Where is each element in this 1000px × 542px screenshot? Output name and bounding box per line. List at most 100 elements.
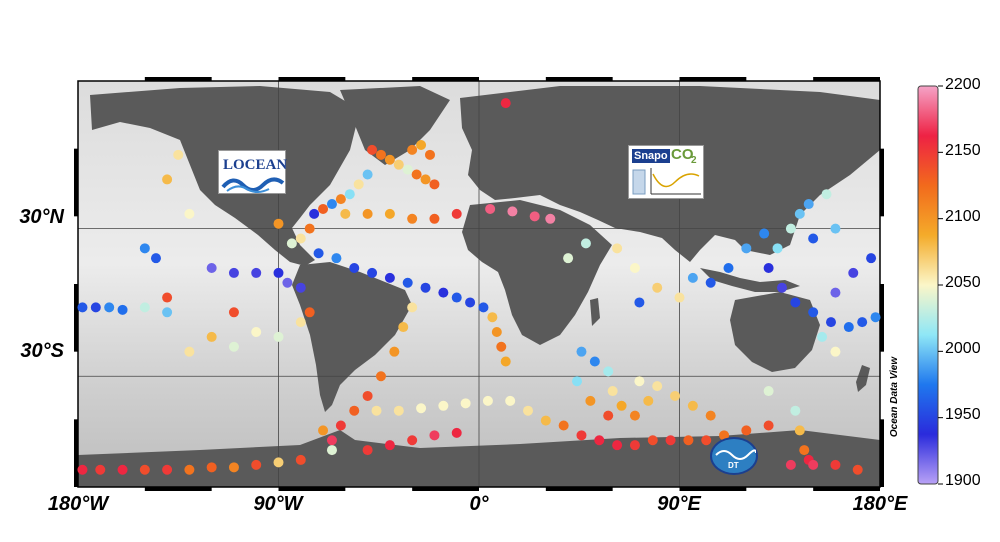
frame-tick <box>144 77 212 81</box>
observation-point <box>367 144 378 155</box>
colorbar-ticks <box>938 85 943 485</box>
observation-point <box>790 297 801 308</box>
frame-tick <box>813 487 880 491</box>
observation-point <box>429 179 440 190</box>
observation-point <box>304 223 315 234</box>
observation-point <box>206 263 217 274</box>
observation-point <box>384 440 395 451</box>
observation-point <box>251 459 262 470</box>
observation-point <box>674 292 685 303</box>
observation-point <box>629 410 640 421</box>
observation-point <box>496 341 507 352</box>
observation-point <box>785 223 796 234</box>
observation-point <box>286 238 297 249</box>
observation-point <box>326 435 337 446</box>
snapo-logo-text: Snapo <box>632 149 670 163</box>
observation-point <box>612 440 623 451</box>
observation-point <box>344 189 355 200</box>
observation-point <box>228 462 239 473</box>
observation-point <box>104 302 115 313</box>
observation-point <box>763 420 774 431</box>
observation-point <box>95 464 106 475</box>
lat-label-30n: 30°N <box>19 206 64 228</box>
frame-tick <box>74 419 78 487</box>
lon-label-0: 0° <box>469 493 489 515</box>
frame-tick <box>813 77 880 81</box>
observation-point <box>139 302 150 313</box>
greenland-land <box>340 86 450 165</box>
observation-point <box>701 435 712 446</box>
observation-point <box>629 263 640 274</box>
locean-logo: LOCEAN <box>218 150 288 194</box>
observation-point <box>184 208 195 219</box>
observation-point <box>870 312 881 323</box>
observation-point <box>206 331 217 342</box>
observation-point <box>228 307 239 318</box>
observation-point <box>251 267 262 278</box>
madagascar-land <box>590 298 600 326</box>
observation-point <box>558 420 569 431</box>
observation-point <box>576 430 587 441</box>
observation-point <box>340 208 351 219</box>
observation-point <box>603 366 614 377</box>
observation-point <box>398 322 409 333</box>
observation-point <box>150 253 161 264</box>
observation-point <box>416 403 427 414</box>
frame-tick <box>679 487 747 491</box>
observation-point <box>335 194 346 205</box>
observation-point <box>295 317 306 328</box>
observation-points <box>77 98 881 475</box>
locean-logo-text: LOCEAN <box>223 157 288 173</box>
observation-point <box>523 405 534 416</box>
observation-point <box>117 464 128 475</box>
observation-point <box>384 208 395 219</box>
observation-point <box>353 179 364 190</box>
observation-point <box>184 346 195 357</box>
observation-point <box>451 292 462 303</box>
observation-point <box>830 287 841 298</box>
observation-point <box>794 425 805 436</box>
observation-point <box>295 233 306 244</box>
observation-point <box>416 139 427 150</box>
observation-point <box>326 445 337 456</box>
colorbar-tick-label: 2150 <box>945 142 981 159</box>
observation-point <box>799 445 810 456</box>
observation-point <box>429 430 440 441</box>
observation-point <box>429 213 440 224</box>
observation-point <box>665 435 676 446</box>
observation-point <box>545 213 556 224</box>
snapo-co2-subscript: 2 <box>691 155 697 166</box>
observation-point <box>848 267 859 278</box>
observation-point <box>741 243 752 254</box>
snapo-co2-text: CO <box>671 146 694 163</box>
observation-point <box>825 317 836 328</box>
frame-tick <box>880 148 884 217</box>
observation-point <box>273 331 284 342</box>
observation-point <box>251 326 262 337</box>
observation-point <box>393 159 404 170</box>
observation-point <box>723 263 734 274</box>
observation-point <box>580 238 591 249</box>
observation-point <box>407 144 418 155</box>
observation-point <box>318 203 329 214</box>
observation-point <box>424 149 435 160</box>
observation-point <box>785 459 796 470</box>
dt-logo: DT <box>710 437 758 475</box>
dt-wave-icon <box>715 449 756 460</box>
observation-point <box>460 398 471 409</box>
observation-point <box>273 267 284 278</box>
observation-point <box>647 435 658 446</box>
frame-tick <box>74 148 78 217</box>
observation-point <box>349 405 360 416</box>
colorbar-tick-label: 2200 <box>945 76 981 93</box>
observation-point <box>529 211 540 222</box>
map-frame-ticks <box>74 77 884 491</box>
observation-point <box>794 208 805 219</box>
observation-point <box>389 346 400 357</box>
south-america-land <box>292 262 412 412</box>
colorbar-tick-label: 2100 <box>945 208 981 225</box>
observation-point <box>295 282 306 293</box>
observation-point <box>318 425 329 436</box>
observation-point <box>705 410 716 421</box>
